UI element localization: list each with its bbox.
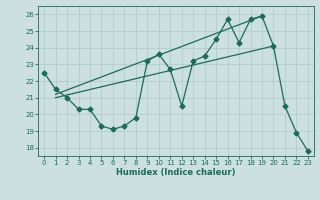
- X-axis label: Humidex (Indice chaleur): Humidex (Indice chaleur): [116, 168, 236, 177]
